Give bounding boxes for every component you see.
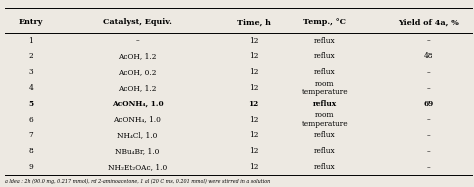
- Text: room
temperature: room temperature: [301, 111, 348, 128]
- Text: a ldea : 2h (90.0 mg, 0.217 mmol), rd 2-aminoacetone, 1 al (20 C ms, 0.201 mmol): a ldea : 2h (90.0 mg, 0.217 mmol), rd 2-…: [5, 179, 270, 184]
- Text: –: –: [427, 68, 431, 76]
- Text: 48: 48: [424, 52, 434, 60]
- Text: 12: 12: [249, 84, 258, 92]
- Text: –: –: [136, 37, 139, 45]
- Text: 4: 4: [28, 84, 33, 92]
- Text: 12: 12: [248, 100, 259, 108]
- Text: 8: 8: [28, 147, 33, 155]
- Text: AcOH, 0.2: AcOH, 0.2: [118, 68, 156, 76]
- Text: reflux: reflux: [314, 163, 336, 171]
- Text: 1: 1: [28, 37, 33, 45]
- Text: reflux: reflux: [314, 37, 336, 45]
- Text: Yield of 4a, %: Yield of 4a, %: [399, 19, 459, 26]
- Text: 12: 12: [249, 37, 258, 45]
- Text: 5: 5: [28, 100, 33, 108]
- Text: –: –: [427, 116, 431, 124]
- Text: reflux: reflux: [313, 100, 337, 108]
- Text: NH₄Cl, 1.0: NH₄Cl, 1.0: [117, 131, 158, 139]
- Text: reflux: reflux: [314, 131, 336, 139]
- Text: 6: 6: [28, 116, 33, 124]
- Text: 7: 7: [28, 131, 33, 139]
- Text: Temp., °C: Temp., °C: [303, 19, 346, 26]
- Text: NBu₄Br, 1.0: NBu₄Br, 1.0: [115, 147, 160, 155]
- Text: AcONH₄, 1.0: AcONH₄, 1.0: [112, 100, 163, 108]
- Text: –: –: [427, 147, 431, 155]
- Text: –: –: [427, 84, 431, 92]
- Text: 3: 3: [28, 68, 33, 76]
- Text: 12: 12: [249, 116, 258, 124]
- Text: NH₂Et₂OAc, 1.0: NH₂Et₂OAc, 1.0: [108, 163, 167, 171]
- Text: –: –: [427, 163, 431, 171]
- Text: 9: 9: [28, 163, 33, 171]
- Text: Time, h: Time, h: [237, 19, 271, 26]
- Text: –: –: [427, 37, 431, 45]
- Text: reflux: reflux: [314, 68, 336, 76]
- Text: 69: 69: [424, 100, 434, 108]
- Text: Entry: Entry: [18, 19, 43, 26]
- Text: 12: 12: [249, 68, 258, 76]
- Text: reflux: reflux: [314, 147, 336, 155]
- Text: AcOH, 1.2: AcOH, 1.2: [118, 52, 156, 60]
- Text: reflux: reflux: [314, 52, 336, 60]
- Text: 2: 2: [28, 52, 33, 60]
- Text: 12: 12: [249, 52, 258, 60]
- Text: 12: 12: [249, 147, 258, 155]
- Text: AcONH₄, 1.0: AcONH₄, 1.0: [113, 116, 162, 124]
- Text: room
temperature: room temperature: [301, 80, 348, 96]
- Text: –: –: [427, 131, 431, 139]
- Text: AcOH, 1.2: AcOH, 1.2: [118, 84, 156, 92]
- Text: Catalyst, Equiv.: Catalyst, Equiv.: [103, 19, 172, 26]
- Text: 12: 12: [249, 163, 258, 171]
- Text: 12: 12: [249, 131, 258, 139]
